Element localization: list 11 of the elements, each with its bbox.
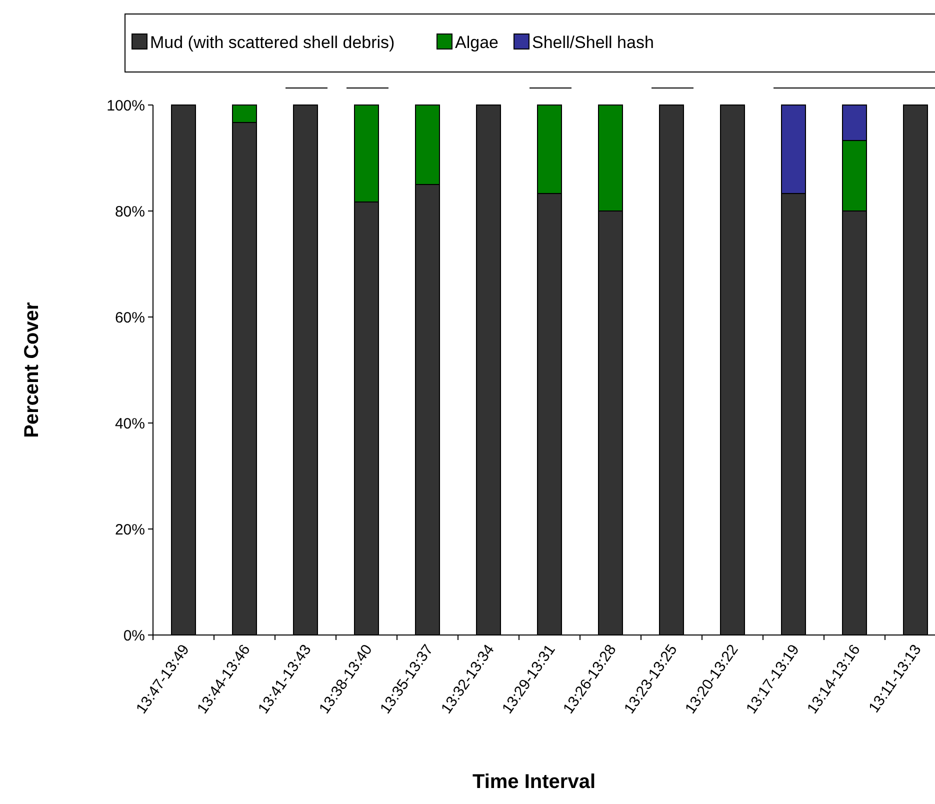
y-axis-title: Percent Cover <box>21 302 43 438</box>
y-tick-label: 80% <box>114 203 145 220</box>
legend-label: Algae <box>455 32 498 52</box>
y-tick-label: 0% <box>123 627 145 644</box>
y-tick-label: 20% <box>114 521 145 538</box>
x-axis-title: Time Interval <box>472 771 596 793</box>
y-tick-label: 100% <box>106 97 145 114</box>
legend-label: Shell/Shell hash <box>532 32 654 52</box>
y-tick-label: 60% <box>114 309 145 326</box>
y-tick-label: 40% <box>114 415 145 432</box>
legend-label: Mud (with scattered shell debris) <box>150 32 395 52</box>
